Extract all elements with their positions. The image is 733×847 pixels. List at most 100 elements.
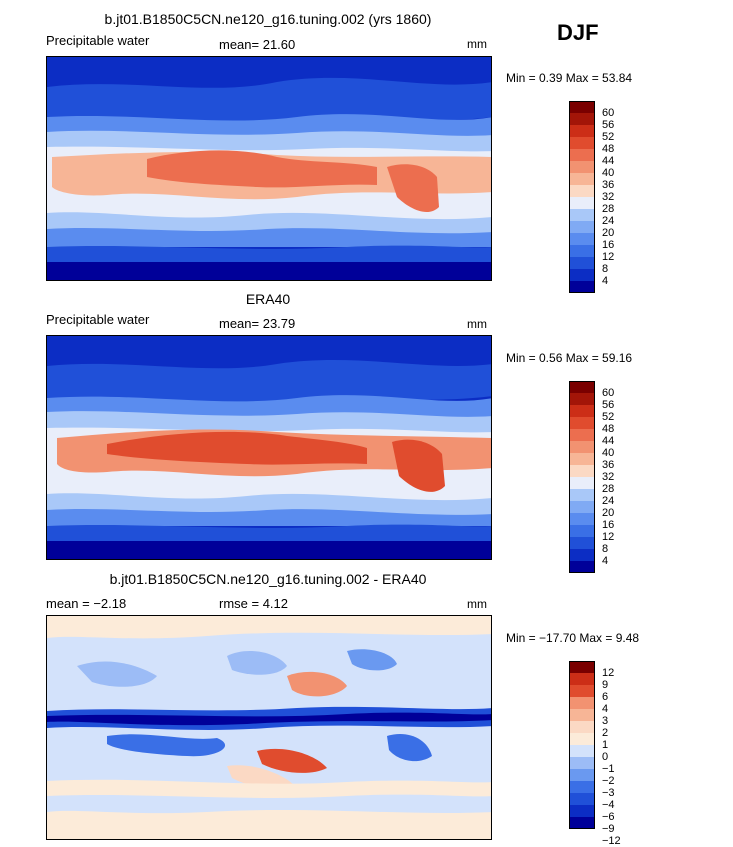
colorbar-tick-label: 32 bbox=[602, 191, 615, 203]
colorbar-swatch bbox=[569, 101, 595, 113]
colorbar-swatch bbox=[569, 757, 595, 769]
colorbar-tick-label: 52 bbox=[602, 411, 615, 423]
colorbar-tick-label: −12 bbox=[602, 835, 621, 847]
colorbar-tick-label: 28 bbox=[602, 483, 615, 495]
panel-3-map bbox=[46, 615, 492, 840]
colorbar-swatch bbox=[569, 269, 595, 281]
panel-2-map bbox=[46, 335, 492, 560]
colorbar-tick-label: −3 bbox=[602, 787, 615, 799]
colorbar-tick-label: 44 bbox=[602, 435, 615, 447]
colorbar-swatch bbox=[569, 429, 595, 441]
colorbar-tick-label: 40 bbox=[602, 167, 615, 179]
colorbar-tick-label: 48 bbox=[602, 143, 615, 155]
colorbar-tick-label: 0 bbox=[602, 751, 609, 763]
colorbar-tick-label: 6 bbox=[602, 691, 609, 703]
colorbar-swatch bbox=[569, 685, 595, 697]
colorbar-swatch bbox=[569, 405, 595, 417]
panel-1-mean-label: mean= 21.60 bbox=[219, 37, 296, 52]
colorbar-swatch bbox=[569, 477, 595, 489]
colorbar-swatch bbox=[569, 697, 595, 709]
colorbar-swatch bbox=[569, 513, 595, 525]
colorbar-tick-label: 4 bbox=[602, 275, 609, 287]
colorbar-tick-label: 20 bbox=[602, 507, 615, 519]
colorbar-swatch bbox=[569, 149, 595, 161]
panel-1-map-field bbox=[47, 57, 491, 280]
colorbar-swatch bbox=[569, 501, 595, 513]
colorbar-tick-label: 12 bbox=[602, 531, 615, 543]
colorbar-tick-label: 24 bbox=[602, 215, 615, 227]
colorbar-tick-label: 36 bbox=[602, 459, 615, 471]
colorbar-swatch bbox=[569, 185, 595, 197]
colorbar-tick-label: 4 bbox=[602, 555, 609, 567]
colorbar-tick-label: 1 bbox=[602, 739, 609, 751]
colorbar-swatch bbox=[569, 441, 595, 453]
colorbar-swatch bbox=[569, 113, 595, 125]
colorbar-tick-label: 56 bbox=[602, 399, 615, 411]
panel-1-minmax: Min = 0.39 Max = 53.84 bbox=[506, 71, 633, 85]
colorbar-swatch bbox=[569, 709, 595, 721]
colorbar-tick-label: 44 bbox=[602, 155, 615, 167]
colorbar-tick-label: 60 bbox=[602, 387, 615, 399]
colorbar-swatch bbox=[569, 793, 595, 805]
panel-3-rmse-label: rmse = 4.12 bbox=[219, 596, 289, 611]
panel-2-title: ERA40 bbox=[245, 291, 291, 307]
colorbar-tick-label: 12 bbox=[602, 251, 615, 263]
colorbar-swatch bbox=[569, 673, 595, 685]
colorbar-tick-label: −2 bbox=[602, 775, 615, 787]
colorbar-swatch bbox=[569, 549, 595, 561]
colorbar-swatch bbox=[569, 161, 595, 173]
colorbar-tick-label: 8 bbox=[602, 263, 609, 275]
colorbar-tick-label: 9 bbox=[602, 679, 609, 691]
colorbar-swatch bbox=[569, 417, 595, 429]
colorbar-swatch bbox=[569, 257, 595, 269]
colorbar-swatch bbox=[569, 233, 595, 245]
colorbar-frame bbox=[569, 661, 595, 829]
colorbar-tick-label: 36 bbox=[602, 179, 615, 191]
colorbar-tick-label: 16 bbox=[602, 519, 615, 531]
colorbar-swatch bbox=[569, 805, 595, 817]
colorbar-tick-label: 48 bbox=[602, 423, 615, 435]
colorbar-swatch bbox=[569, 721, 595, 733]
colorbar-swatch bbox=[569, 221, 595, 233]
panel-3-map-field bbox=[47, 616, 491, 839]
colorbar-tick-label: −1 bbox=[602, 763, 615, 775]
panel-1-units: mm bbox=[467, 37, 487, 51]
colorbar-swatch bbox=[569, 209, 595, 221]
colorbar-tick-label: 3 bbox=[602, 715, 609, 727]
colorbar-swatch bbox=[569, 381, 595, 393]
colorbar-tick-label: −4 bbox=[602, 799, 615, 811]
panel-2-mean-label: mean= 23.79 bbox=[219, 316, 296, 331]
colorbar-swatch bbox=[569, 781, 595, 793]
colorbar-tick-label: 24 bbox=[602, 495, 615, 507]
colorbar-tick-label: 4 bbox=[602, 703, 609, 715]
colorbar-swatch bbox=[569, 489, 595, 501]
panel-2-units: mm bbox=[467, 317, 487, 331]
panel-3-mean-label: mean = −2.18 bbox=[46, 596, 127, 611]
colorbar-tick-label: −6 bbox=[602, 811, 615, 823]
colorbar-tick-label: 60 bbox=[602, 107, 615, 119]
colorbar-swatch bbox=[569, 453, 595, 465]
panel-2-map-field bbox=[47, 336, 491, 559]
colorbar-swatch bbox=[569, 125, 595, 137]
colorbar-frame bbox=[569, 101, 595, 293]
colorbar-swatch bbox=[569, 745, 595, 757]
colorbar-swatch bbox=[569, 245, 595, 257]
colorbar-tick-label: 40 bbox=[602, 447, 615, 459]
colorbar-swatch bbox=[569, 661, 595, 673]
panel-2-minmax: Min = 0.56 Max = 59.16 bbox=[506, 351, 633, 365]
panel-1-title: b.jt01.B1850C5CN.ne120_g16.tuning.002 (y… bbox=[104, 11, 432, 27]
colorbar-tick-label: 8 bbox=[602, 543, 609, 555]
colorbar-swatch bbox=[569, 769, 595, 781]
colorbar-swatch bbox=[569, 137, 595, 149]
panel-1-map bbox=[46, 56, 492, 281]
panel-3-title: b.jt01.B1850C5CN.ne120_g16.tuning.002 - … bbox=[109, 571, 427, 587]
colorbar-swatch bbox=[569, 281, 595, 293]
colorbar-tick-label: 52 bbox=[602, 131, 615, 143]
panel-2-variable-label: Precipitable water bbox=[46, 312, 150, 327]
colorbar-swatch bbox=[569, 817, 595, 829]
colorbar-tick-label: 32 bbox=[602, 471, 615, 483]
colorbar-frame bbox=[569, 381, 595, 573]
panel-3-units: mm bbox=[467, 597, 487, 611]
colorbar-swatch bbox=[569, 173, 595, 185]
season-label: DJF bbox=[557, 20, 599, 45]
